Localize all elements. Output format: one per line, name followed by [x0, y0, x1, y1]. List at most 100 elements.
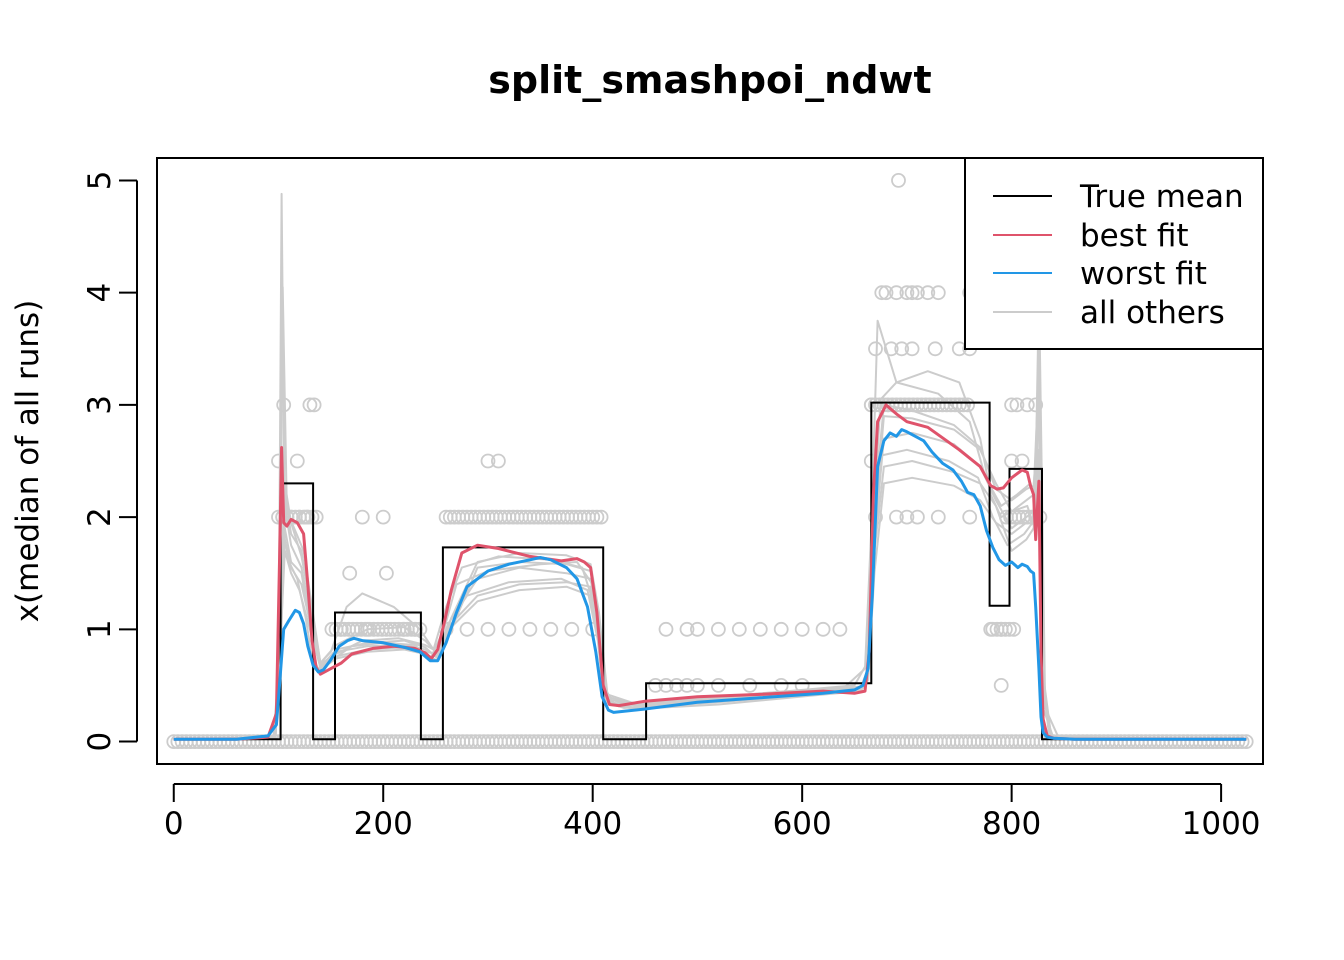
observation-point [522, 621, 538, 637]
observation-point [927, 341, 943, 357]
x-tick-label: 200 [354, 806, 413, 842]
observation-points [166, 172, 1254, 749]
observation-point [1019, 397, 1035, 413]
observation-point [342, 565, 358, 581]
observation-point [1230, 734, 1246, 749]
observation-point [983, 621, 999, 637]
observation-point [773, 621, 789, 637]
observation-point [993, 678, 1009, 693]
observation-point [564, 621, 580, 637]
observation-point [910, 509, 925, 525]
x-tick-label: 800 [982, 806, 1041, 842]
plot-frame [156, 157, 1264, 765]
observation-point [711, 678, 726, 693]
x-tick-label: 0 [164, 806, 184, 842]
plot-area [166, 172, 1254, 749]
observation-point [375, 509, 391, 525]
series-line-true-mean [173, 401, 1247, 741]
observation-point [752, 621, 768, 637]
legend-label-true-mean: True mean [1079, 179, 1244, 215]
observation-point [962, 509, 978, 525]
observation-point [585, 509, 601, 525]
observation-point [396, 621, 412, 637]
y-tick-label: 3 [82, 395, 118, 415]
observation-point [899, 285, 915, 301]
observation-point [354, 509, 370, 525]
observation-point [378, 565, 394, 581]
observation-point [904, 341, 920, 357]
observation-point [1238, 734, 1254, 749]
observation-point [1028, 397, 1044, 413]
observation-point [669, 678, 684, 693]
observation-point [920, 285, 936, 301]
x-tick-label: 1000 [1182, 806, 1261, 842]
y-tick-label: 2 [82, 507, 118, 527]
observation-point [868, 341, 883, 357]
y-tick-label: 0 [82, 732, 118, 752]
observation-point [874, 285, 890, 301]
observation-point [930, 509, 946, 525]
observation-point [832, 621, 848, 637]
observation-point [543, 621, 559, 637]
observation-point [889, 285, 904, 301]
observation-point [889, 509, 904, 525]
x-tick-label: 600 [773, 806, 832, 842]
observation-point [289, 453, 305, 469]
observation-point [711, 621, 726, 637]
observation-point [679, 621, 695, 637]
observation-point [815, 621, 831, 637]
legend: True mean best fit worst fit all others [964, 157, 1264, 350]
legend-label-best-fit: best fit [1080, 218, 1189, 254]
chart-title: split_smashpoi_ndwt [488, 58, 931, 102]
observation-point [910, 285, 925, 301]
observation-point [899, 509, 915, 525]
series-line-best-fit [173, 403, 1247, 741]
observation-point [306, 397, 322, 413]
observation-point [690, 678, 705, 693]
observation-point [1014, 453, 1030, 469]
observation-point [731, 621, 747, 637]
axes: 0 200 400 600 800 1000 0 1 2 3 4 5 [82, 171, 1261, 842]
series-line-worst-fit [173, 428, 1247, 741]
observation-point [300, 509, 316, 525]
observation-point [589, 509, 605, 525]
observation-point [894, 341, 910, 357]
observation-point [459, 621, 475, 637]
y-tick-label: 1 [82, 619, 118, 639]
observation-point [480, 621, 496, 637]
legend-box [964, 157, 1264, 350]
observation-point [773, 678, 789, 693]
observation-point [956, 397, 971, 413]
x-tick-label: 400 [563, 806, 622, 842]
observation-point [501, 621, 517, 637]
legend-label-all-others: all others [1080, 295, 1225, 331]
observation-point [1234, 734, 1250, 749]
observation-point [658, 678, 674, 693]
observation-point [480, 453, 496, 469]
observation-point [904, 285, 920, 301]
observation-point [593, 509, 609, 525]
observation-point [1004, 397, 1019, 413]
observation-point [993, 621, 1009, 637]
y-tick-label: 5 [82, 171, 118, 191]
y-tick-label: 4 [82, 283, 118, 303]
observation-point [878, 285, 894, 301]
observation-point [658, 621, 674, 637]
observation-point [998, 621, 1013, 637]
observation-point [648, 678, 663, 693]
observation-point [1004, 453, 1019, 469]
observation-point [930, 285, 946, 301]
legend-label-worst-fit: worst fit [1080, 256, 1207, 292]
observation-point [960, 397, 975, 413]
observation-point [679, 678, 695, 693]
y-axis-label: x(median of all runs) [10, 300, 46, 623]
observation-point [490, 453, 506, 469]
observation-point [1009, 397, 1025, 413]
observation-point [690, 621, 705, 637]
observation-point [883, 341, 899, 357]
observation-point [308, 509, 324, 525]
observation-point [794, 621, 810, 637]
observation-point [742, 678, 758, 693]
observation-point [1002, 621, 1017, 637]
